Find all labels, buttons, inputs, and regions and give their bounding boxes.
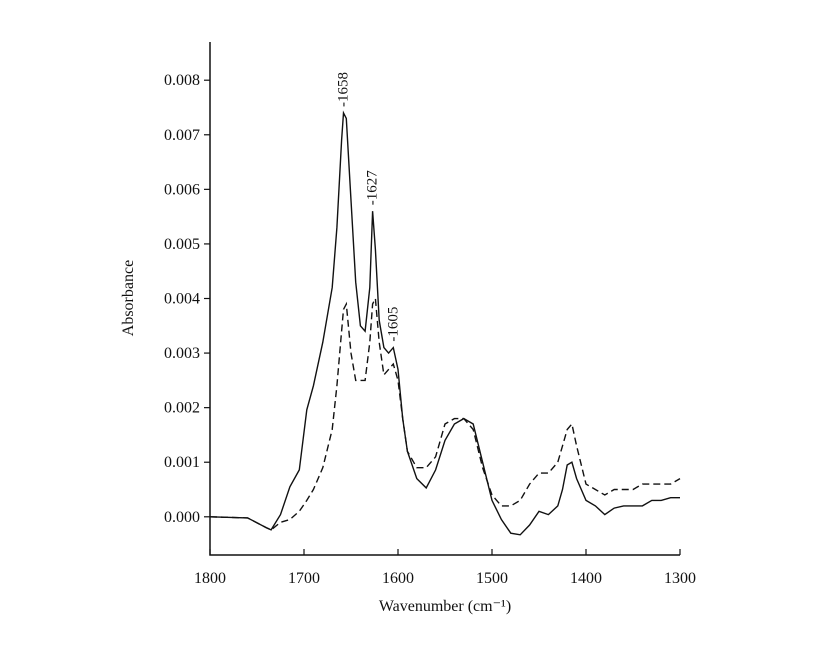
y-axis-label: Absorbance [120, 260, 137, 336]
x-tick-label: 1800 [194, 570, 226, 587]
y-tick-label: 0.001 [164, 454, 200, 471]
y-tick-label: 0.006 [164, 181, 200, 198]
x-tick-label: 1500 [476, 570, 508, 587]
y-tick-label: 0.007 [164, 127, 200, 144]
x-tick-label: 1700 [288, 570, 320, 587]
x-tick-label: 1600 [382, 570, 414, 587]
x-axis-label: Wavenumber (cm⁻¹) [379, 598, 511, 615]
axis-line [209, 42, 680, 556]
y-tick-label: 0.002 [164, 400, 200, 417]
x-tick-label: 1300 [664, 570, 696, 587]
peak-annotation: -1658 [335, 72, 351, 107]
y-tick-label: 0.008 [164, 72, 200, 89]
y-tick-label: 0.000 [164, 509, 200, 526]
y-tick-label: 0.003 [164, 345, 200, 362]
peak-annotation: -1627 [365, 170, 381, 205]
peak-annotation: -1605 [385, 307, 401, 342]
y-tick-label: 0.004 [164, 291, 200, 308]
y-tick-label: 0.005 [164, 236, 200, 253]
series-line [209, 110, 680, 536]
x-tick-label: 1400 [570, 570, 602, 587]
series-line [209, 296, 681, 531]
